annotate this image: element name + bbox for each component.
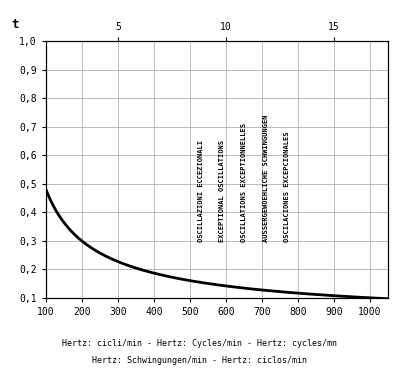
Text: OSCILACIONES EXCEPCIONALES: OSCILACIONES EXCEPCIONALES xyxy=(284,132,290,242)
Text: OSCILLATIONS EXCEPTIONNELLES: OSCILLATIONS EXCEPTIONNELLES xyxy=(241,123,247,242)
Text: Hertz: Schwingungen/min - Hertz: ciclos/min: Hertz: Schwingungen/min - Hertz: ciclos/… xyxy=(92,356,308,365)
Text: OSCILLAZIONI ECCEZIONALI: OSCILLAZIONI ECCEZIONALI xyxy=(198,140,204,242)
Text: EXCEPTIONAL OSCILLATIONS: EXCEPTIONAL OSCILLATIONS xyxy=(219,140,226,242)
Text: Hertz: cicli/min - Hertz: Cycles/min - Hertz: cycles/mn: Hertz: cicli/min - Hertz: Cycles/min - H… xyxy=(62,339,338,348)
Text: AUSSERGEWOEHLICHE SCHWINGUNGEN: AUSSERGEWOEHLICHE SCHWINGUNGEN xyxy=(263,115,269,242)
Y-axis label: t: t xyxy=(12,18,19,31)
